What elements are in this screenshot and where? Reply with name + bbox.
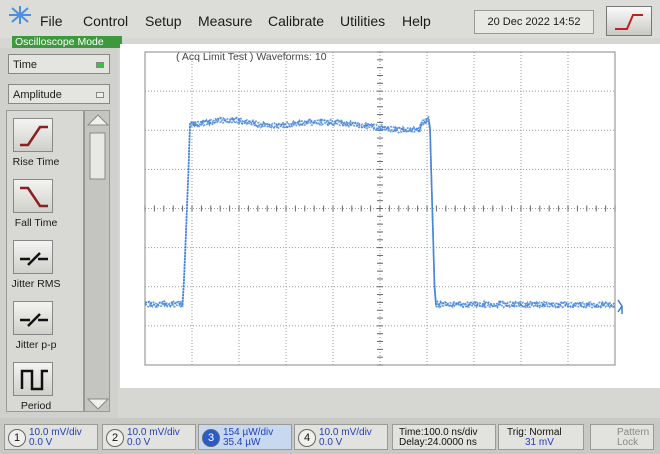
channel-number: 3 [202, 429, 220, 447]
measure-icon [20, 186, 48, 208]
menu-item[interactable]: Setup [145, 13, 182, 29]
menu-item[interactable]: File [40, 13, 63, 29]
pattern-label: Pattern [617, 427, 650, 438]
logo [9, 6, 31, 24]
waveform-display: ( Acq Limit Test ) Waveforms: 10 [120, 44, 660, 388]
mode-label: Oscilloscope Mode [12, 36, 122, 48]
display-background [120, 44, 660, 388]
scrollbar-graphic [86, 114, 110, 410]
trace-marker [617, 299, 623, 314]
waveform-trace [144, 115, 615, 310]
channel-offset: 0.0 V [319, 437, 343, 448]
pattern-lock[interactable]: Pattern Lock [590, 424, 654, 450]
measure-icon [20, 252, 48, 266]
menu-item[interactable]: Utilities [340, 13, 386, 29]
channel-offset: 0.0 V [29, 437, 53, 448]
trigger-icon-graphic [615, 14, 643, 30]
measure-button[interactable] [13, 179, 53, 213]
menu-item[interactable]: Help [402, 13, 431, 29]
measure-label: Fall Time [14, 217, 58, 229]
channel-tile[interactable]: 3 154 µW/div 35.4 µW [198, 424, 292, 450]
channel-number: 1 [8, 429, 26, 447]
lock-label: Lock [617, 437, 639, 448]
time-scale: Time:100.0 ns/div [399, 427, 478, 438]
trigger-level: 31 mV [525, 437, 554, 448]
measure-label: Jitter p-p [15, 339, 57, 351]
scrollbar[interactable] [84, 110, 110, 412]
channel-scale: 10.0 mV/div [319, 427, 372, 438]
selector[interactable]: Time [8, 54, 110, 74]
channel-offset: 0.0 V [127, 437, 151, 448]
channel-number: 4 [298, 429, 316, 447]
measure-button[interactable] [13, 362, 53, 396]
selector-led [96, 92, 104, 98]
display-status: ( Acq Limit Test ) Waveforms: 10 [176, 51, 327, 63]
selector-label: Time [13, 59, 38, 71]
waveform-trace [144, 117, 616, 310]
measure-button[interactable] [13, 301, 53, 335]
waveform-trace [144, 116, 615, 309]
channel-scale: 154 µW/div [223, 427, 274, 438]
measure-label: Rise Time [12, 156, 60, 168]
delay: Delay:24.0000 ns [399, 437, 477, 448]
channel-scale: 10.0 mV/div [127, 427, 180, 438]
channel-number: 2 [106, 429, 124, 447]
menu-item[interactable]: Calibrate [268, 13, 325, 29]
measure-label: Jitter RMS [11, 278, 61, 290]
measure-icon [20, 313, 48, 327]
datetime: 20 Dec 2022 14:52 [474, 10, 594, 34]
measure-button[interactable] [13, 240, 53, 274]
channel-scale: 10.0 mV/div [29, 427, 82, 438]
menu-item[interactable]: Control [83, 13, 129, 29]
measure-icon [20, 369, 48, 391]
channel-tile[interactable]: 4 10.0 mV/div 0.0 V [294, 424, 388, 450]
menu-item[interactable]: Measure [198, 13, 253, 29]
measure-icon [20, 125, 48, 147]
timebase[interactable]: Time:100.0 ns/div Delay:24.0000 ns [392, 424, 496, 450]
measure-button[interactable] [13, 118, 53, 152]
channel-offset: 35.4 µW [223, 437, 261, 448]
selector-led [96, 62, 104, 68]
measure-label: Period [20, 400, 52, 412]
trigger-mode: Trig: Normal [507, 427, 562, 438]
trigger[interactable]: Trig: Normal 31 mV [498, 424, 584, 450]
channel-tile[interactable]: 2 10.0 mV/div 0.0 V [102, 424, 196, 450]
selector[interactable]: Amplitude [8, 84, 110, 104]
channel-tile[interactable]: 1 10.0 mV/div 0.0 V [4, 424, 98, 450]
selector-label: Amplitude [13, 89, 62, 101]
trigger-icon[interactable] [606, 6, 652, 36]
